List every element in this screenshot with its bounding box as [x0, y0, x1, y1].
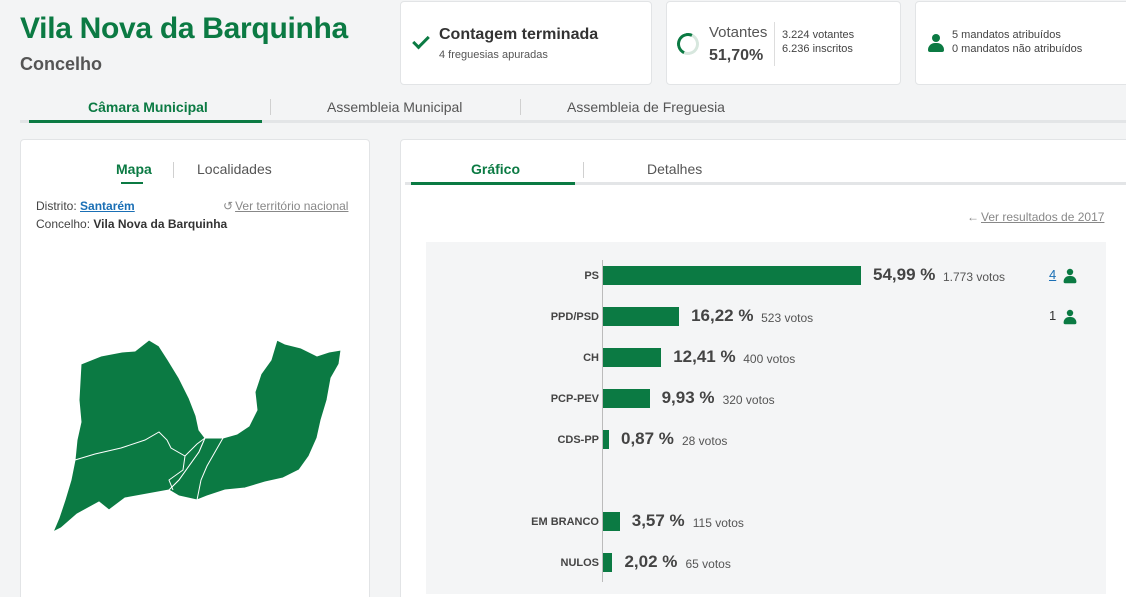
page-title: Vila Nova da Barquinha: [20, 12, 348, 45]
tabs-underline: [405, 182, 1126, 185]
parish-border: [196, 437, 224, 501]
result-row: CH 12,41 % 400 votos: [426, 347, 1106, 368]
divider: [774, 22, 775, 66]
party-name: CDS-PP: [557, 434, 599, 446]
results-panel: Gráfico Detalhes ← Ver resultados de 2017…: [400, 139, 1126, 597]
result-row: CDS-PP 0,87 % 28 votos: [426, 429, 1106, 450]
percent-label: 9,93 %: [661, 388, 715, 407]
tab-divider: [583, 162, 584, 178]
tab-assembleia-freguesia[interactable]: Assembleia de Freguesia: [567, 99, 725, 115]
party-name: CH: [583, 352, 599, 364]
result-row: EM BRANCO 3,57 % 115 votos: [426, 511, 1106, 532]
active-tab-indicator: [121, 182, 143, 184]
count-status-card: Contagem terminada 4 freguesias apuradas: [400, 1, 652, 85]
votes-label: 320 votos: [722, 393, 775, 407]
arrow-left-icon: ←: [967, 210, 979, 224]
result-bar[interactable]: [603, 512, 620, 531]
count-status-title: Contagem terminada: [439, 26, 599, 43]
percent-label: 16,22 %: [691, 306, 754, 325]
votes-label: 523 votos: [761, 311, 814, 325]
previous-results-label: Ver resultados de 2017: [981, 210, 1105, 224]
result-bar[interactable]: [603, 266, 861, 285]
undo-icon: ↺: [223, 199, 234, 213]
seats-assigned: 5 mandatos atribuídos: [952, 29, 1061, 41]
district-label: Distrito:: [36, 199, 77, 213]
active-tab-indicator: [411, 182, 575, 185]
tab-localidades[interactable]: Localidades: [197, 161, 272, 177]
party-name: PS: [584, 270, 599, 282]
parish-region-east[interactable]: [168, 339, 342, 501]
tab-mapa[interactable]: Mapa: [116, 161, 152, 177]
person-icon: [928, 34, 944, 52]
national-territory-link[interactable]: ↺ Ver território nacional: [223, 199, 348, 213]
result-row: PPD/PSD 16,22 % 523 votos 1: [426, 306, 1106, 327]
person-icon: [1063, 268, 1077, 284]
seats-count: 1: [1049, 308, 1057, 323]
count-status-subtitle: 4 freguesias apuradas: [439, 49, 548, 61]
voters-count: 3.224 votantes: [782, 29, 855, 41]
result-bar[interactable]: [603, 348, 662, 367]
voters-percent: 51,70%: [709, 47, 764, 64]
tab-grafico[interactable]: Gráfico: [471, 161, 521, 177]
municipality-label: Concelho:: [36, 217, 91, 231]
municipality-info: Concelho: Vila Nova da Barquinha: [36, 217, 227, 231]
percent-label: 54,99 %: [873, 265, 936, 284]
result-bar[interactable]: [603, 430, 609, 449]
registered-count: 6.236 inscritos: [782, 43, 853, 55]
municipality-value: Vila Nova da Barquinha: [93, 217, 228, 231]
percent-label: 12,41 %: [673, 347, 736, 366]
voters-card: Votantes 51,70% 3.224 votantes 6.236 ins…: [666, 1, 901, 85]
seats-count[interactable]: 4: [1049, 267, 1057, 282]
result-bar[interactable]: [603, 389, 650, 408]
chart-axis: [602, 260, 603, 582]
tab-divider: [520, 99, 521, 115]
result-row: NULOS 2,02 % 65 votos: [426, 552, 1106, 573]
percent-label: 2,02 %: [624, 552, 678, 571]
party-name: PPD/PSD: [550, 311, 599, 323]
previous-results-link[interactable]: ← Ver resultados de 2017: [967, 210, 1104, 224]
parish-border: [74, 431, 206, 461]
votes-label: 400 votos: [743, 352, 796, 366]
district-info: Distrito: Santarém: [36, 199, 135, 213]
active-tab-indicator: [29, 120, 262, 123]
result-row: PCP-PEV 9,93 % 320 votos: [426, 388, 1106, 409]
results-chart: PS 54,99 % 1.773 votos 4 PPD/PSD 16,22 % 523 v…: [426, 242, 1106, 594]
national-territory-label: Ver território nacional: [235, 199, 349, 213]
votes-label: 1.773 votos: [943, 270, 1006, 284]
tab-assembleia-municipal[interactable]: Assembleia Municipal: [327, 99, 463, 115]
seats-card: 5 mandatos atribuídos 0 mandatos não atr…: [915, 1, 1126, 85]
votes-label: 115 votos: [692, 516, 744, 530]
district-link[interactable]: Santarém: [80, 199, 135, 213]
progress-ring-icon: [673, 29, 703, 59]
percent-label: 3,57 %: [631, 511, 685, 530]
municipality-map[interactable]: [21, 330, 369, 550]
page-subtitle: Concelho: [20, 54, 103, 74]
result-bar[interactable]: [603, 553, 613, 572]
tab-detalhes[interactable]: Detalhes: [647, 161, 703, 177]
party-name: NULOS: [560, 557, 600, 569]
percent-label: 0,87 %: [621, 429, 674, 448]
result-row: PS 54,99 % 1.773 votos 4: [426, 265, 1106, 286]
tabs-underline: [20, 120, 1126, 123]
votes-label: 28 votos: [682, 434, 728, 448]
tab-divider: [173, 162, 174, 178]
seats-unassigned: 0 mandatos não atribuídos: [952, 43, 1083, 55]
party-name: EM BRANCO: [531, 516, 599, 528]
tab-camara-municipal[interactable]: Câmara Municipal: [88, 99, 208, 115]
parish-border: [168, 455, 186, 491]
voters-label: Votantes: [709, 24, 768, 41]
check-icon: [412, 31, 430, 50]
votes-label: 65 votos: [685, 557, 731, 571]
person-icon: [1063, 309, 1077, 325]
party-name: PCP-PEV: [550, 393, 599, 405]
map-panel: Mapa Localidades Distrito: Santarém ↺ Ver…: [20, 139, 370, 597]
parish-region-west[interactable]: [52, 339, 206, 534]
tab-divider: [270, 99, 271, 115]
result-bar[interactable]: [603, 307, 680, 326]
